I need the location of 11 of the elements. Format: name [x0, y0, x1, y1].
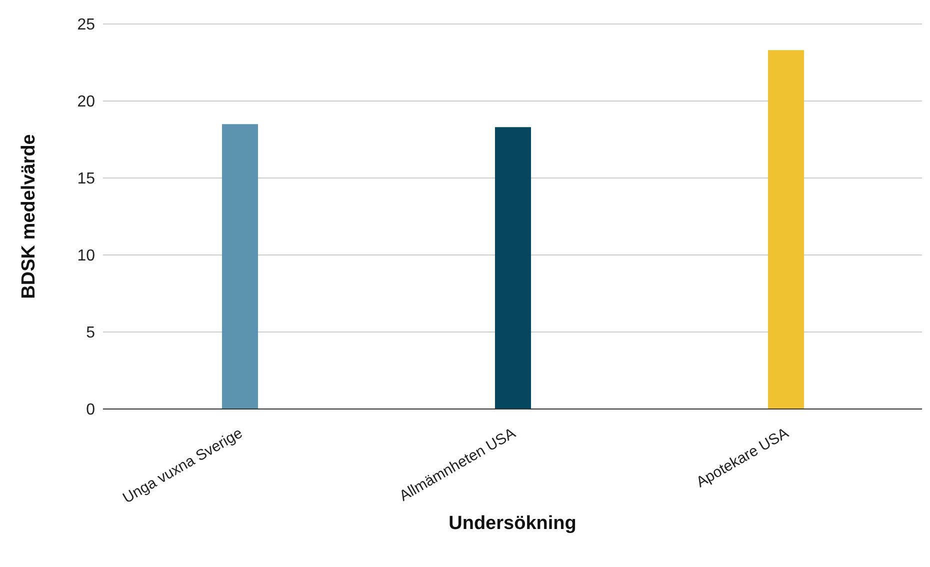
y-tick-label: 0 [86, 402, 96, 419]
y-tick-label: 25 [77, 16, 96, 34]
bar [768, 50, 804, 409]
y-tick-label: 5 [86, 324, 96, 342]
x-axis-title: Undersökning [448, 513, 576, 534]
bar [222, 124, 258, 409]
y-tick-label: 20 [77, 94, 96, 111]
y-axis-title: BDSK medelvärde [18, 134, 40, 299]
y-tick-label: 10 [77, 248, 96, 265]
y-tick-label: 15 [77, 170, 96, 188]
bar [495, 127, 531, 409]
